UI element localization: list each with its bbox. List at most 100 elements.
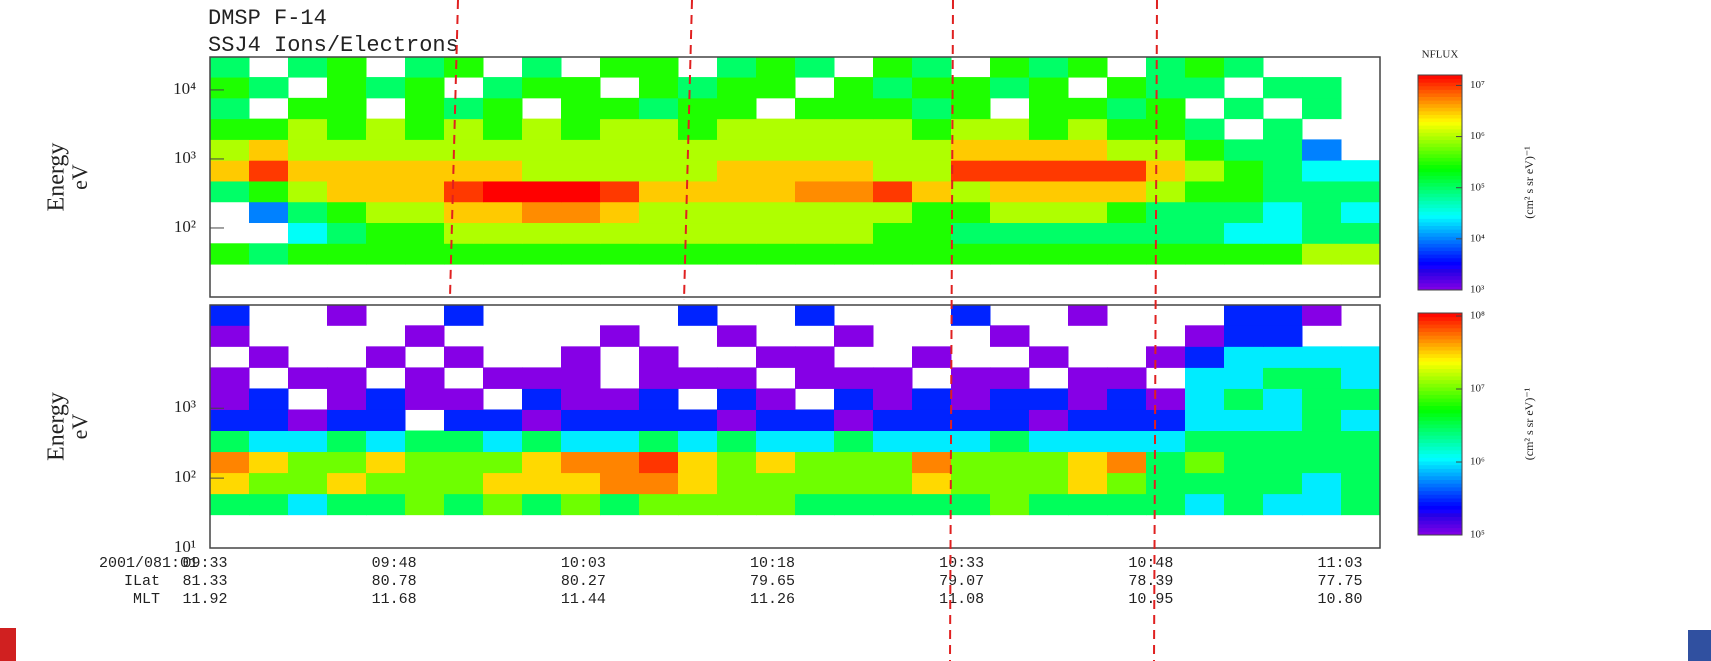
heat-cell bbox=[249, 346, 289, 368]
heat-cell bbox=[1263, 472, 1303, 495]
heat-cell bbox=[1146, 493, 1186, 516]
heat-cell bbox=[210, 97, 250, 120]
heat-cell bbox=[639, 222, 679, 244]
heat-cell bbox=[873, 367, 913, 389]
colorbar-swatch bbox=[1418, 121, 1462, 126]
heat-cell bbox=[1302, 222, 1342, 244]
heat-cell bbox=[834, 493, 874, 516]
heat-cell bbox=[1302, 388, 1342, 410]
heat-cell bbox=[678, 305, 718, 326]
colorbar-swatch bbox=[1418, 398, 1462, 403]
heat-cell bbox=[483, 243, 523, 265]
heat-cell bbox=[1224, 346, 1264, 368]
heat-cell bbox=[717, 97, 757, 120]
colorbar-swatch bbox=[1418, 498, 1462, 503]
heat-cell bbox=[522, 180, 562, 203]
heat-cell bbox=[288, 139, 328, 161]
heat-cell bbox=[249, 472, 289, 495]
heat-cell bbox=[405, 77, 445, 99]
colorbar-title: NFLUX bbox=[1422, 49, 1459, 61]
heat-cell bbox=[483, 139, 523, 161]
heat-cell bbox=[639, 388, 679, 410]
heat-cell bbox=[249, 160, 289, 182]
heat-cell bbox=[990, 388, 1030, 410]
heat-cell bbox=[1068, 243, 1108, 265]
heat-cell bbox=[795, 160, 835, 182]
heat-cell bbox=[756, 201, 796, 224]
heat-cell bbox=[600, 451, 640, 474]
heat-cell bbox=[756, 160, 796, 182]
heat-cell bbox=[1107, 180, 1147, 203]
heat-cell bbox=[1029, 388, 1069, 410]
heat-cell bbox=[1146, 222, 1186, 244]
heat-cell bbox=[1263, 222, 1303, 244]
heat-cell bbox=[1029, 409, 1069, 432]
heat-cell bbox=[990, 57, 1030, 78]
heat-cell bbox=[1068, 97, 1108, 120]
heat-cell bbox=[912, 222, 952, 244]
marker-line bbox=[449, 0, 459, 298]
colorbar-swatch bbox=[1418, 196, 1462, 201]
heat-cell bbox=[288, 180, 328, 203]
heat-cell bbox=[717, 243, 757, 265]
heat-cell bbox=[366, 409, 406, 432]
heat-cell bbox=[1224, 97, 1264, 120]
heat-cell bbox=[795, 57, 835, 78]
heat-cell bbox=[483, 201, 523, 224]
heat-cell bbox=[288, 472, 328, 495]
heat-cell bbox=[444, 451, 484, 474]
heat-cell bbox=[795, 201, 835, 224]
colorbar-swatch bbox=[1418, 472, 1462, 477]
heat-cell bbox=[912, 201, 952, 224]
heat-cell bbox=[327, 180, 367, 203]
colorbar-swatch bbox=[1418, 82, 1462, 87]
heat-cell bbox=[327, 97, 367, 120]
heat-cell bbox=[951, 222, 991, 244]
heat-cell bbox=[444, 472, 484, 495]
heat-cell bbox=[1107, 367, 1147, 389]
heat-cell bbox=[327, 139, 367, 161]
x-tick-label: 11.68 bbox=[372, 591, 417, 608]
heat-cell bbox=[561, 180, 601, 203]
heat-cell bbox=[600, 388, 640, 410]
heat-cell bbox=[951, 201, 991, 224]
heat-cell bbox=[1224, 222, 1264, 244]
heat-cell bbox=[1029, 346, 1069, 368]
colorbar-swatch bbox=[1418, 96, 1462, 101]
heat-cell bbox=[717, 180, 757, 203]
row-label: 2001/081:01 bbox=[99, 555, 198, 572]
heat-cell bbox=[1185, 201, 1225, 224]
heat-cell bbox=[210, 305, 250, 326]
heat-cell bbox=[678, 201, 718, 224]
heat-cell bbox=[756, 472, 796, 495]
heat-cell bbox=[288, 367, 328, 389]
heat-cell bbox=[834, 451, 874, 474]
heat-cell bbox=[366, 222, 406, 244]
heat-cell bbox=[600, 139, 640, 161]
colorbar-swatch bbox=[1418, 103, 1462, 108]
colorbar-swatch bbox=[1418, 394, 1462, 399]
colorbar-swatch bbox=[1418, 390, 1462, 395]
heat-cell bbox=[951, 139, 991, 161]
heat-cell bbox=[327, 222, 367, 244]
heat-cell bbox=[1341, 388, 1381, 410]
colorbar-swatch bbox=[1418, 427, 1462, 432]
colorbar-tick-label: 10⁶ bbox=[1470, 456, 1485, 468]
heat-cell bbox=[717, 472, 757, 495]
colorbar-swatch bbox=[1418, 468, 1462, 473]
colorbar-swatch bbox=[1418, 146, 1462, 151]
heat-cell bbox=[210, 472, 250, 495]
colorbar-swatch bbox=[1418, 316, 1462, 321]
heat-cell bbox=[522, 57, 562, 78]
heat-cell bbox=[990, 367, 1030, 389]
heat-cell bbox=[795, 222, 835, 244]
heat-cell bbox=[990, 222, 1030, 244]
colorbar-swatch bbox=[1418, 335, 1462, 340]
heat-cell bbox=[444, 222, 484, 244]
heat-cell bbox=[639, 367, 679, 389]
heat-cell bbox=[1224, 388, 1264, 410]
heat-cell bbox=[1146, 472, 1186, 495]
colorbar-swatch bbox=[1418, 161, 1462, 166]
heat-cell bbox=[951, 493, 991, 516]
colorbar-swatch bbox=[1418, 218, 1462, 223]
